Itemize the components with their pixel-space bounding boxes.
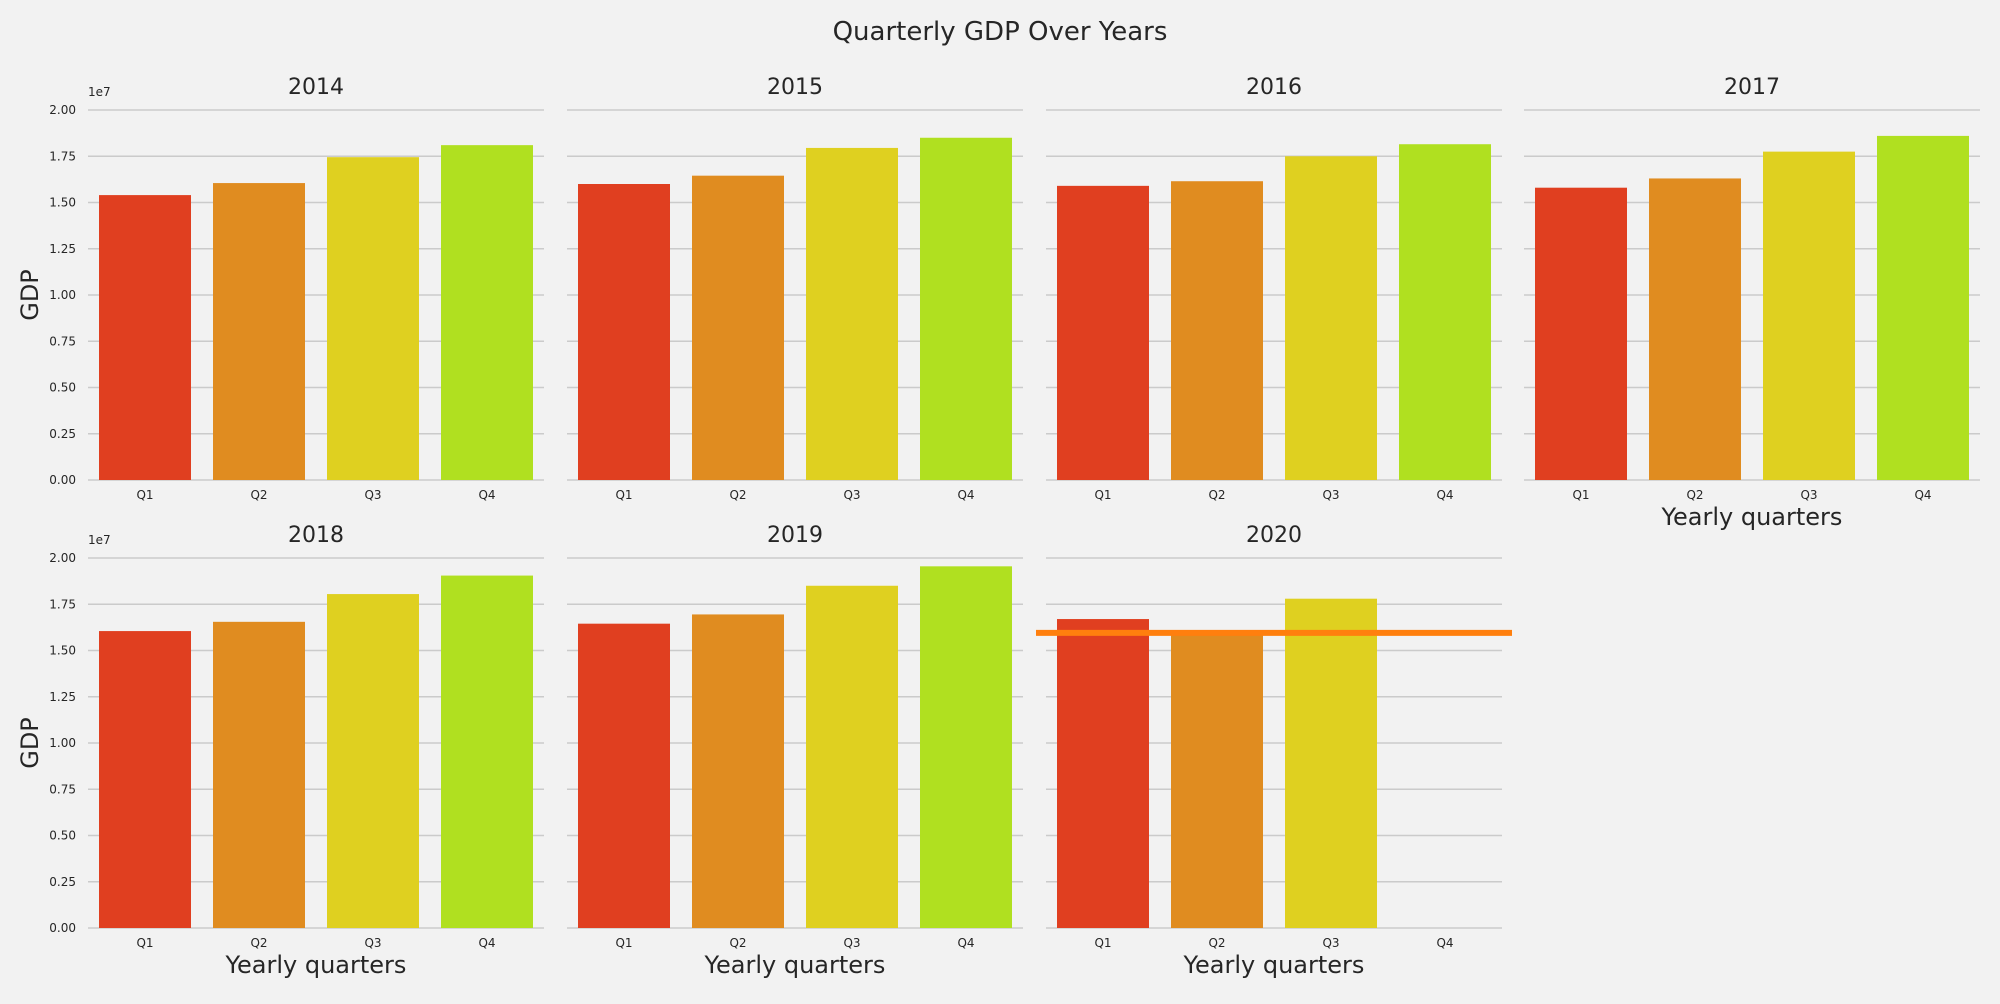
x-tick-label: Q1 (1094, 488, 1111, 502)
y-tick-label: 0.50 (49, 829, 76, 843)
y-scale-offset-label: 1e7 (88, 533, 111, 547)
x-tick-label: Q4 (1436, 488, 1453, 502)
bar-2014-Q3 (327, 157, 419, 481)
y-tick-label: 0.25 (49, 875, 76, 889)
x-tick-label: Q3 (364, 488, 381, 502)
x-tick-label: Q4 (1914, 488, 1931, 502)
chart-title: Quarterly GDP Over Years (833, 17, 1168, 47)
x-tick-label: Q4 (478, 488, 495, 502)
x-tick-label: Q3 (1800, 488, 1817, 502)
bar-2016-Q3 (1285, 156, 1377, 480)
panel-title-2016: 2016 (1246, 75, 1302, 100)
panel-title-2014: 2014 (288, 75, 344, 100)
x-tick-label: Q1 (615, 936, 632, 950)
y-tick-label: 1.25 (49, 690, 76, 704)
y-axis-label: GDP (16, 269, 44, 321)
y-tick-label: 2.00 (49, 551, 76, 565)
x-tick-label: Q3 (1322, 488, 1339, 502)
y-axis-label: GDP (16, 717, 44, 769)
bar-2014-Q1 (99, 195, 191, 480)
x-tick-label: Q2 (1686, 488, 1703, 502)
bar-2018-Q3 (327, 594, 419, 928)
x-tick-label: Q2 (729, 488, 746, 502)
x-tick-label: Q4 (957, 488, 974, 502)
bar-2019-Q2 (692, 614, 784, 928)
bar-2017-Q4 (1877, 135, 1969, 480)
x-tick-label: Q1 (136, 936, 153, 950)
x-tick-label: Q2 (1208, 936, 1225, 950)
y-tick-label: 0.75 (49, 334, 76, 348)
x-tick-label: Q3 (1322, 936, 1339, 950)
panel-title-2019: 2019 (767, 523, 823, 548)
x-axis-label: Yearly quarters (1661, 503, 1843, 531)
panel-title-2018: 2018 (288, 523, 344, 548)
panel-title-2020: 2020 (1246, 523, 1302, 548)
y-tick-label: 1.75 (49, 149, 76, 163)
x-tick-label: Q4 (478, 936, 495, 950)
x-tick-label: Q2 (729, 936, 746, 950)
y-tick-label: 0.25 (49, 427, 76, 441)
bar-2016-Q4 (1399, 144, 1491, 480)
bar-2018-Q1 (99, 631, 191, 928)
bar-2016-Q1 (1057, 185, 1149, 480)
y-tick-label: 1.50 (49, 196, 76, 210)
bar-2017-Q2 (1649, 178, 1741, 480)
x-tick-label: Q3 (843, 936, 860, 950)
y-tick-label: 1.25 (49, 242, 76, 256)
bar-2015-Q3 (806, 147, 898, 481)
x-tick-label: Q1 (1094, 936, 1111, 950)
y-tick-label: 1.00 (49, 736, 76, 750)
bar-2019-Q1 (578, 623, 670, 928)
panel-title-2015: 2015 (767, 75, 823, 100)
bar-2019-Q3 (806, 585, 898, 928)
y-tick-label: 0.75 (49, 782, 76, 796)
y-tick-label: 2.00 (49, 103, 76, 117)
x-axis-label: Yearly quarters (704, 951, 886, 979)
x-tick-label: Q1 (1572, 488, 1589, 502)
bar-2014-Q2 (213, 183, 305, 480)
bar-2020-Q2 (1171, 633, 1263, 928)
x-tick-label: Q1 (615, 488, 632, 502)
y-scale-offset-label: 1e7 (88, 85, 111, 99)
y-tick-label: 0.00 (49, 473, 76, 487)
bar-2018-Q2 (213, 621, 305, 928)
x-axis-label: Yearly quarters (1183, 951, 1365, 979)
y-tick-label: 0.50 (49, 381, 76, 395)
panel-title-2017: 2017 (1724, 75, 1780, 100)
y-tick-label: 1.00 (49, 288, 76, 302)
bar-2017-Q1 (1535, 187, 1627, 480)
x-tick-label: Q4 (957, 936, 974, 950)
y-tick-label: 1.75 (49, 597, 76, 611)
bar-2020-Q1 (1057, 619, 1149, 928)
x-tick-label: Q3 (364, 936, 381, 950)
x-tick-label: Q2 (250, 488, 267, 502)
y-tick-label: 0.00 (49, 921, 76, 935)
x-axis-label: Yearly quarters (225, 951, 407, 979)
x-tick-label: Q1 (136, 488, 153, 502)
y-tick-label: 1.50 (49, 644, 76, 658)
x-tick-label: Q4 (1436, 936, 1453, 950)
bar-2014-Q4 (441, 145, 533, 480)
bar-2019-Q4 (920, 566, 1012, 928)
bar-2015-Q1 (578, 184, 670, 480)
x-tick-label: Q2 (250, 936, 267, 950)
x-tick-label: Q2 (1208, 488, 1225, 502)
bar-2020-Q3 (1285, 598, 1377, 928)
x-tick-label: Q3 (843, 488, 860, 502)
bar-2015-Q2 (692, 175, 784, 481)
bar-2016-Q2 (1171, 181, 1263, 480)
bar-2018-Q4 (441, 575, 533, 928)
bar-2015-Q4 (920, 137, 1012, 480)
bar-2017-Q3 (1763, 151, 1855, 480)
